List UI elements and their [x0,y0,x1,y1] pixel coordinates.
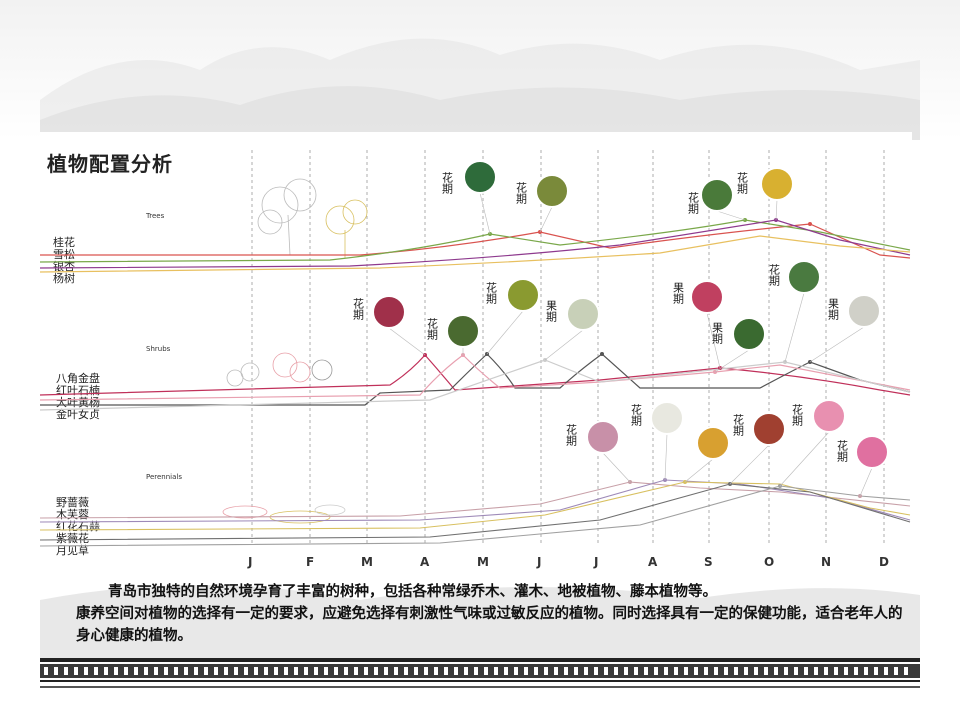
curve-yinxing [39,219,911,269]
red-shrub-photo-icon [372,295,406,329]
curve-bajiaojinpan [39,354,911,396]
band-label-shrubs: Shrubs [146,345,171,353]
fruit-tag: 果期 [545,300,558,323]
flower-tag: 花期 [732,414,745,437]
plant-name: 大叶黄杨 [56,395,100,409]
month-label: N [821,555,831,569]
fruit-tag: 果期 [672,282,685,305]
shrub-curves [39,353,911,411]
plant-name: 月见草 [56,544,89,557]
tree-curves [39,219,911,273]
ginkgo-leaf-photo-icon [700,178,734,212]
plant-name: 紫薇花 [56,532,89,545]
plant-name: 野蔷薇 [56,496,89,509]
plant-name: 银杏 [53,259,75,273]
flower-tag: 花期 [630,404,643,427]
month-label: M [361,555,373,569]
month-label: M [477,555,489,569]
plant-name: 杨树 [53,271,75,285]
shrub-leaf-photo-icon [446,314,480,348]
tree-plant-names: 桂花 雪松 银杏 杨树 [53,235,75,285]
month-label: A [648,555,658,569]
curve-hongyeshinan [40,353,911,406]
pink-flower-photo-icon [855,435,889,469]
fruit-tag: 果期 [711,322,724,345]
description: 青岛市独特的自然环境孕育了丰富的树种，包括各种常绿乔木、灌木、地被植物、藤本植物… [76,581,916,647]
month-label: A [420,555,430,569]
plant-name: 木芙蓉 [56,507,89,521]
rose-photo-icon [586,420,620,454]
shrub-plant-names: 八角金盘 红叶石楠 大叶黄杨 金叶女贞 [56,371,100,421]
shrub-sketch-icon [226,352,333,387]
perennial-curves [39,479,911,547]
primrose-photo-icon [812,399,846,433]
tree-curve-markers [488,218,812,236]
curve-guihua [40,223,911,259]
month-label: J [247,555,252,569]
cedar-photo-icon [463,160,497,194]
flower-tag: 花期 [426,318,439,341]
flower-tag: 花期 [791,404,804,427]
page-title: 植物配置分析 [47,152,173,176]
plant-name: 金叶女贞 [56,407,100,421]
diagram-panel [40,132,912,582]
month-label: J [536,555,541,569]
flower-tag: 花期 [515,182,528,205]
fruit-shrub-photo-icon [732,317,766,351]
description-line: 青岛市独特的自然环境孕育了丰富的树种，包括各种常绿乔木、灌木、地被植物、藤本植物… [108,584,717,600]
curve-dayehuangyang [39,354,911,401]
curve-xuesong [39,219,911,263]
crape-myrtle-photo-icon [752,412,786,446]
aralia-photo-icon [787,260,821,294]
flower-tag: 花期 [736,172,749,195]
band-label-trees: Trees [145,212,165,220]
flower-tag: 花期 [485,282,498,305]
curve-yangshu [39,235,911,273]
flower-tag: 花期 [441,172,454,195]
flower-tag: 花期 [768,264,781,287]
month-label: S [704,555,713,569]
white-blossom-photo-icon [847,294,881,328]
curve-yuejiancao [39,485,911,547]
month-label: F [306,555,314,569]
flower-tag: 花期 [836,440,849,463]
poplar-photo-icon [760,167,794,201]
flower-tag: 花期 [352,298,365,321]
white-flower-photo-icon [566,297,600,331]
perennial-plant-names: 野蔷薇 木芙蓉 红花石蒜 紫薇花 月见草 [56,496,100,557]
flower-tag: 花期 [565,424,578,447]
plant-name: 雪松 [53,247,75,261]
osmanthus-photo-icon [535,174,569,208]
curve-jinyenuzhen [39,359,911,411]
lycoris-photo-icon [696,426,730,460]
fruit-tag: 果期 [827,298,840,321]
red-field-photo-icon [690,280,724,314]
month-label: J [593,555,598,569]
tree-sketch-icon [257,178,368,258]
photo-leader-lines [388,192,873,497]
hibiscus-photo-icon [650,401,684,435]
period-tags: 花期 花期 花期 花期 花期 花期 花期 果期 果期 果期 花期 果期 花期 花… [352,172,849,463]
month-label: O [764,555,774,569]
description-line: 康养空间对植物的选择有一定的要求，应避免选择有刺激性气味或过敏反应的植物。同时选… [76,606,903,644]
shrub-flower-photo-icon [506,278,540,312]
curve-ziweihua [39,483,911,541]
month-axis: J F M A M J J A S O N D [247,555,889,569]
plant-photos [372,160,889,469]
month-label: D [879,555,889,569]
plant-name: 桂花 [53,235,75,249]
band-label-perennials: Perennials [146,473,182,481]
plant-name: 八角金盘 [56,371,100,385]
flower-tag: 花期 [687,192,700,215]
